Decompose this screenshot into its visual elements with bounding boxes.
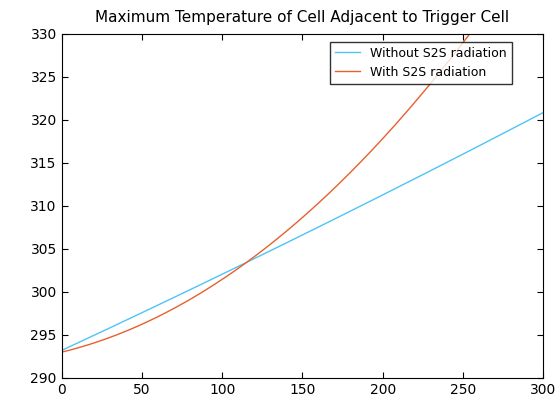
Without S2S radiation (540, 110, 547, 115)
With S2S radiation (270, 239, 277, 244)
With S2S radiation (108, 335, 114, 340)
Without S2S radiation (389, 188, 396, 193)
Without S2S radiation (108, 325, 114, 330)
With S2S radiation (253, 252, 260, 257)
With S2S radiation (58, 349, 65, 354)
Title: Maximum Temperature of Cell Adjacent to Trigger Cell: Maximum Temperature of Cell Adjacent to … (95, 10, 510, 26)
With S2S radiation (389, 126, 396, 131)
Line: With S2S radiation: With S2S radiation (62, 0, 543, 352)
With S2S radiation (442, 62, 449, 67)
Without S2S radiation (58, 348, 65, 353)
Without S2S radiation (270, 247, 277, 252)
Without S2S radiation (442, 160, 449, 165)
Without S2S radiation (434, 165, 441, 170)
Without S2S radiation (253, 255, 260, 260)
Line: Without S2S radiation: Without S2S radiation (62, 113, 543, 350)
Legend: Without S2S radiation, With S2S radiation: Without S2S radiation, With S2S radiatio… (330, 42, 512, 84)
With S2S radiation (434, 73, 441, 78)
